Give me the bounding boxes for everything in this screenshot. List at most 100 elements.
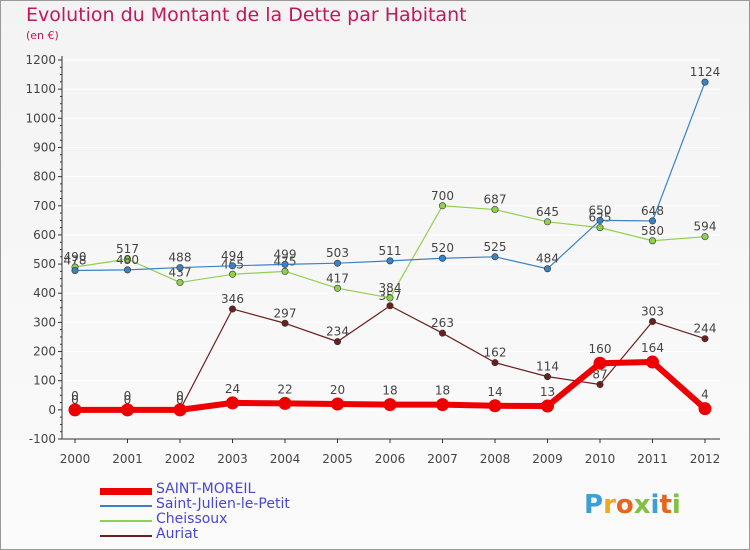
x-tick-label: 2003 (217, 452, 248, 466)
chart-subtitle: (en €) (26, 29, 59, 42)
data-label: 1124 (690, 65, 721, 79)
data-point (593, 356, 607, 370)
data-label: 490 (64, 250, 87, 264)
data-label: 384 (379, 281, 402, 295)
data-label: 160 (589, 342, 612, 356)
data-point (698, 402, 712, 416)
data-point (124, 255, 132, 263)
x-tick-label: 2007 (427, 452, 458, 466)
data-point (543, 218, 551, 226)
data-label: 162 (484, 346, 507, 360)
legend-swatch (100, 535, 152, 537)
data-label: 24 (225, 382, 240, 396)
logo-letter: x (633, 490, 651, 520)
data-point (646, 355, 659, 369)
legend-item: Saint-Julien-le-Petit (100, 496, 360, 513)
data-label: 520 (431, 241, 454, 255)
data-point (648, 217, 656, 225)
data-label: 650 (589, 203, 612, 217)
data-point (383, 398, 397, 412)
proxiti-logo: Proxiti (584, 490, 681, 520)
data-point (333, 284, 341, 292)
data-point (701, 78, 709, 86)
data-label: 303 (641, 305, 664, 319)
data-label: 484 (536, 252, 559, 266)
data-point (124, 266, 132, 274)
data-label: 234 (326, 325, 349, 339)
data-label: 525 (484, 240, 507, 254)
data-label: 114 (536, 360, 559, 374)
data-point (596, 224, 604, 232)
y-tick-label: 500 (33, 257, 56, 271)
data-point (701, 233, 709, 241)
data-label: 517 (116, 242, 139, 256)
data-point (278, 396, 292, 410)
y-tick-label: 300 (33, 315, 56, 329)
legend-swatch (100, 505, 152, 507)
data-label: 346 (221, 292, 244, 306)
x-tick-label: 2011 (637, 452, 668, 466)
legend-swatch (100, 520, 152, 522)
data-label: 4 (701, 388, 709, 402)
data-label: 488 (169, 251, 192, 265)
data-point (436, 398, 449, 412)
data-point (121, 403, 134, 417)
data-label: 437 (169, 265, 192, 279)
legend-item: Cheissoux (100, 511, 360, 528)
data-label: 164 (641, 341, 664, 355)
x-tick-label: 2000 (60, 452, 91, 466)
x-tick-label: 2010 (585, 452, 616, 466)
data-point (173, 403, 187, 417)
data-label: 263 (431, 316, 454, 330)
data-point (491, 206, 499, 214)
y-tick-label: 600 (33, 228, 56, 242)
data-label: 645 (536, 205, 559, 219)
data-label: 0 (124, 393, 132, 407)
x-tick-label: 2005 (322, 452, 353, 466)
data-point (488, 399, 502, 413)
data-point (281, 319, 289, 327)
data-label: 648 (641, 204, 664, 218)
data-label: 417 (326, 271, 349, 285)
data-label: 18 (435, 384, 450, 398)
logo-letter: i (671, 490, 681, 520)
legend-label: Cheissoux (156, 511, 228, 527)
data-label: 494 (221, 249, 244, 263)
x-tick-label: 2009 (532, 452, 563, 466)
y-tick-label: 1200 (25, 53, 56, 67)
data-point (438, 254, 446, 262)
data-point (176, 278, 184, 286)
chart-title: Evolution du Montant de la Dette par Hab… (26, 4, 467, 26)
data-label: 0 (71, 389, 79, 403)
data-point (491, 359, 499, 367)
data-point (226, 396, 239, 410)
data-label: 0 (176, 389, 184, 403)
legend: SAINT-MOREIL Saint-Julien-le-Petit Cheisso… (100, 481, 360, 543)
data-point (333, 338, 341, 346)
y-tick-label: 800 (33, 170, 56, 184)
logo-letter: P (584, 490, 604, 520)
data-label: 480 (116, 253, 139, 267)
data-point (596, 380, 604, 388)
data-label: 580 (641, 224, 664, 238)
logo-letter: t (659, 490, 672, 520)
data-label: 0 (176, 393, 184, 407)
data-label: 18 (382, 384, 397, 398)
x-tick-label: 2001 (112, 452, 143, 466)
data-label: 594 (694, 220, 717, 234)
data-point (438, 202, 446, 210)
x-tick-label: 2004 (270, 452, 301, 466)
data-point (229, 305, 237, 313)
y-tick-label: 100 (33, 374, 56, 388)
logo-letter: r (603, 490, 616, 520)
legend-swatch (100, 487, 152, 495)
data-label: 499 (274, 247, 297, 261)
x-tick-label: 2006 (375, 452, 406, 466)
data-label: 0 (71, 393, 79, 407)
data-point (176, 264, 184, 272)
data-label: 87 (592, 367, 607, 381)
data-point (541, 399, 554, 413)
data-label: 13 (540, 385, 555, 399)
data-point (491, 253, 499, 261)
